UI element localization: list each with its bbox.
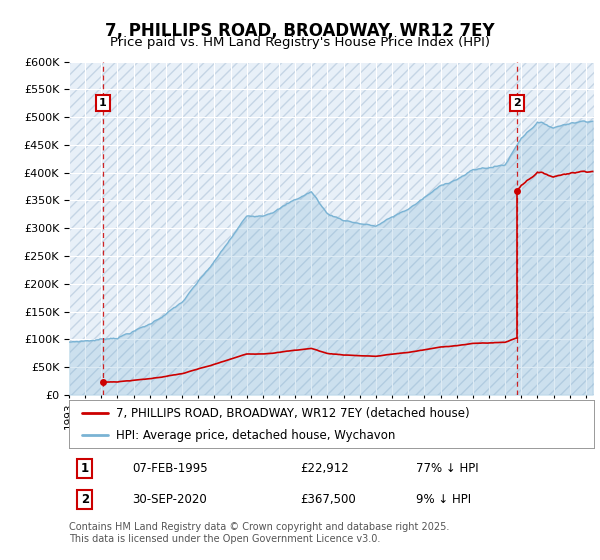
Text: 2: 2 — [514, 98, 521, 108]
Text: 1: 1 — [99, 98, 107, 108]
Text: 7, PHILLIPS ROAD, BROADWAY, WR12 7EY: 7, PHILLIPS ROAD, BROADWAY, WR12 7EY — [105, 22, 495, 40]
Text: Contains HM Land Registry data © Crown copyright and database right 2025.
This d: Contains HM Land Registry data © Crown c… — [69, 522, 449, 544]
Text: 07-FEB-1995: 07-FEB-1995 — [132, 462, 208, 475]
Text: 77% ↓ HPI: 77% ↓ HPI — [415, 462, 478, 475]
Text: 7, PHILLIPS ROAD, BROADWAY, WR12 7EY (detached house): 7, PHILLIPS ROAD, BROADWAY, WR12 7EY (de… — [116, 407, 470, 420]
Text: Price paid vs. HM Land Registry's House Price Index (HPI): Price paid vs. HM Land Registry's House … — [110, 36, 490, 49]
Text: £367,500: £367,500 — [300, 493, 356, 506]
Text: 9% ↓ HPI: 9% ↓ HPI — [415, 493, 470, 506]
Text: 30-SEP-2020: 30-SEP-2020 — [132, 493, 207, 506]
Text: 1: 1 — [80, 462, 89, 475]
Text: HPI: Average price, detached house, Wychavon: HPI: Average price, detached house, Wych… — [116, 428, 395, 442]
Text: 2: 2 — [80, 493, 89, 506]
Bar — [69, 62, 594, 395]
Text: £22,912: £22,912 — [300, 462, 349, 475]
